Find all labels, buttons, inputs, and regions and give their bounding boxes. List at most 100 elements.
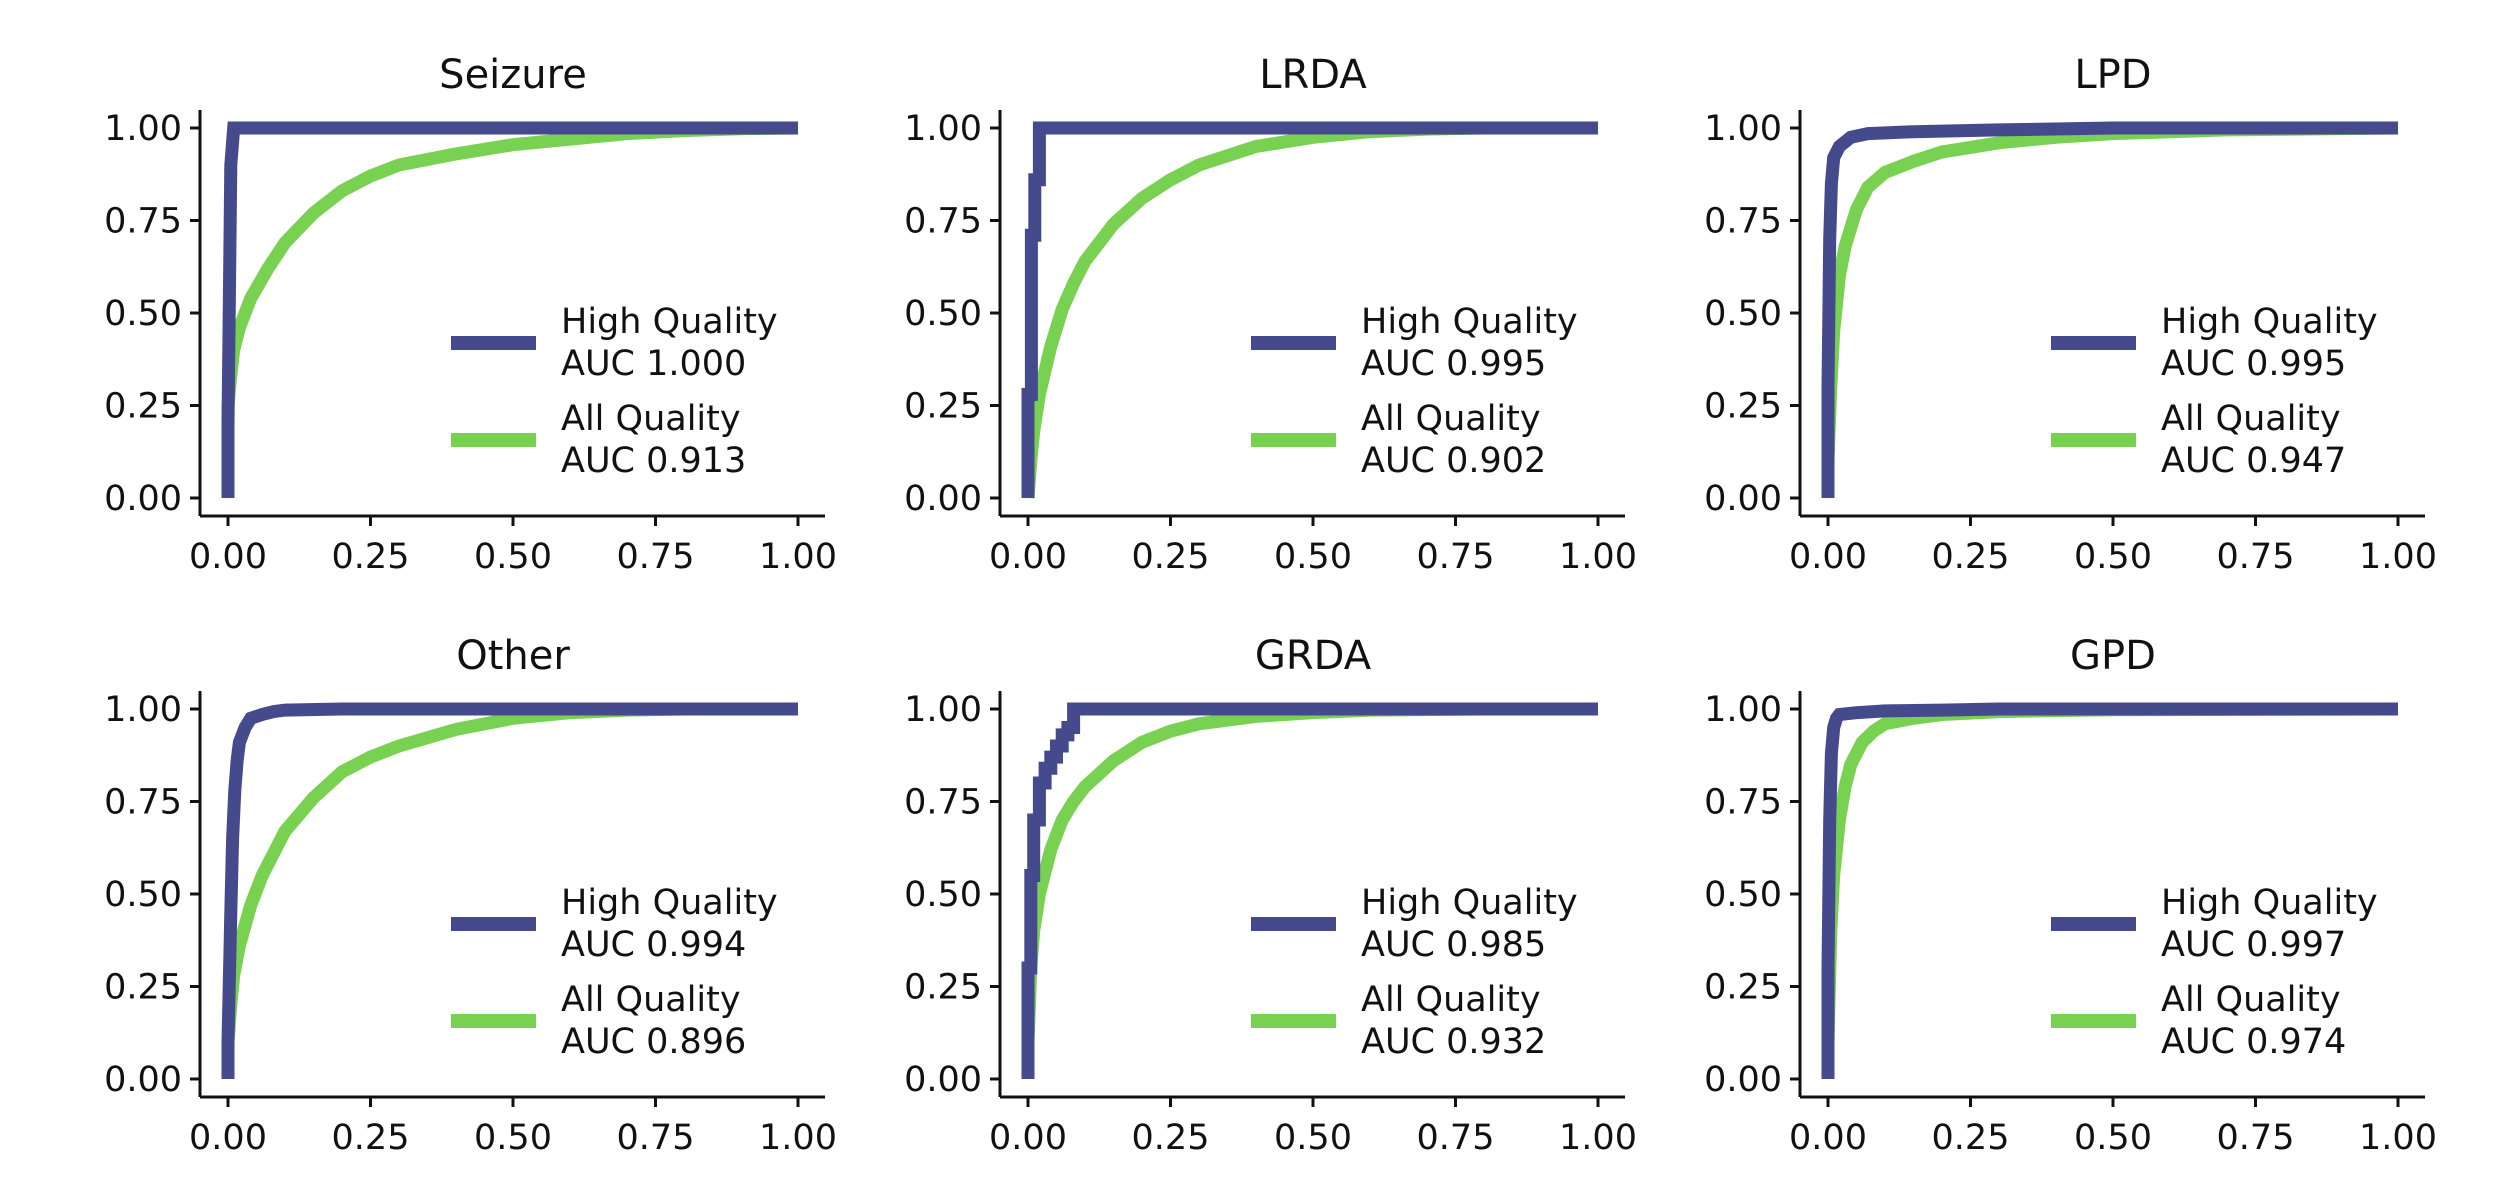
x-tick-label: 0.00: [1789, 1118, 1867, 1158]
legend-auc-value: AUC 0.995: [1361, 344, 1546, 384]
y-tick-label: 1.00: [1704, 109, 1782, 149]
y-tick-label: 0.25: [104, 968, 182, 1008]
x-tick-label: 1.00: [1559, 537, 1637, 577]
y-tick-label: 0.75: [1704, 202, 1782, 242]
legend-auc-value: AUC 0.902: [1361, 441, 1546, 481]
y-tick-label: 0.50: [904, 875, 982, 915]
x-tick-label: 0.75: [617, 537, 695, 577]
y-tick-label: 0.25: [904, 387, 982, 427]
legend-series-name: All Quality: [1361, 980, 1541, 1020]
y-tick-label: 0.00: [904, 1060, 982, 1100]
x-tick-label: 0.00: [1789, 537, 1867, 577]
x-tick-label: 0.75: [2217, 1118, 2295, 1158]
legend-auc-value: AUC 0.974: [2161, 1022, 2346, 1062]
x-tick-label: 0.75: [1417, 1118, 1495, 1158]
x-tick-label: 0.50: [474, 1118, 552, 1158]
y-tick-label: 0.25: [1704, 387, 1782, 427]
y-tick-label: 0.50: [1704, 294, 1782, 334]
x-tick-label: 0.75: [617, 1118, 695, 1158]
y-tick-label: 0.00: [104, 1060, 182, 1100]
subplot-title: GPD: [2070, 633, 2156, 679]
legend-auc-value: AUC 0.985: [1361, 925, 1546, 965]
legend-series-name: All Quality: [561, 399, 741, 439]
subplot-lpd: LPD 0.00 0.25 0.50 0.75 1.00 0.00 0.25 0.50 0.75 1…: [1704, 52, 2437, 577]
x-tick-label: 1.00: [1559, 1118, 1637, 1158]
roc-curve-high-quality: [1021, 121, 1598, 498]
x-tick-label: 0.25: [1132, 1118, 1210, 1158]
legend-series-name: High Quality: [561, 883, 778, 923]
roc-curve-high-quality: [1821, 702, 2398, 1079]
x-tick-label: 0.75: [2217, 537, 2295, 577]
y-tick-label: 0.25: [104, 387, 182, 427]
x-tick-label: 0.25: [332, 1118, 410, 1158]
legend-auc-value: AUC 0.994: [561, 925, 746, 965]
y-tick-label: 0.50: [1704, 875, 1782, 915]
x-tick-label: 0.25: [1132, 537, 1210, 577]
legend-series-name: High Quality: [2161, 302, 2378, 342]
legend-auc-value: AUC 0.947: [2161, 441, 2346, 481]
roc-curve-high-quality: [1821, 121, 2398, 498]
subplot-grda: GRDA 0.00 0.25 0.50 0.75 1.00 0.00 0.25 0.50 0.75…: [904, 633, 1637, 1158]
legend-series-name: All Quality: [2161, 399, 2341, 439]
y-tick-label: 1.00: [904, 109, 982, 149]
x-tick-label: 0.25: [1932, 537, 2010, 577]
legend-series-name: All Quality: [561, 980, 741, 1020]
y-tick-label: 0.00: [1704, 479, 1782, 519]
subplot-title: GRDA: [1255, 633, 1372, 679]
subplot-title: Seizure: [439, 52, 587, 98]
x-tick-label: 0.00: [189, 537, 267, 577]
y-tick-label: 0.50: [104, 875, 182, 915]
roc-curve-high-quality: [221, 702, 798, 1079]
subplot-title: LRDA: [1259, 52, 1367, 98]
x-tick-label: 0.50: [1274, 537, 1352, 577]
y-tick-label: 1.00: [1704, 690, 1782, 730]
roc-curve-high-quality: [221, 121, 798, 498]
y-tick-label: 0.75: [104, 202, 182, 242]
legend-series-name: All Quality: [2161, 980, 2341, 1020]
x-tick-label: 0.00: [189, 1118, 267, 1158]
y-tick-label: 0.75: [904, 783, 982, 823]
subplot-other: Other 0.00 0.25 0.50 0.75 1.00 0.00 0.25 0.50 0.7…: [104, 633, 837, 1158]
legend-series-name: High Quality: [561, 302, 778, 342]
roc-curve-high-quality: [1021, 702, 1598, 1079]
y-tick-label: 0.50: [104, 294, 182, 334]
y-tick-label: 0.75: [1704, 783, 1782, 823]
subplot-gpd: GPD 0.00 0.25 0.50 0.75 1.00 0.00 0.25 0.50 0.75 1…: [1704, 633, 2437, 1158]
x-tick-label: 1.00: [2359, 537, 2437, 577]
y-tick-label: 1.00: [104, 109, 182, 149]
x-tick-label: 0.25: [332, 537, 410, 577]
x-tick-label: 0.50: [1274, 1118, 1352, 1158]
legend-auc-value: AUC 0.995: [2161, 344, 2346, 384]
subplot-title: Other: [456, 633, 570, 679]
x-tick-label: 0.25: [1932, 1118, 2010, 1158]
legend-auc-value: AUC 1.000: [561, 344, 746, 384]
x-tick-label: 1.00: [2359, 1118, 2437, 1158]
legend-series-name: High Quality: [1361, 883, 1578, 923]
legend-auc-value: AUC 0.932: [1361, 1022, 1546, 1062]
x-tick-label: 0.50: [2074, 1118, 2152, 1158]
legend-series-name: High Quality: [1361, 302, 1578, 342]
y-tick-label: 0.25: [1704, 968, 1782, 1008]
x-tick-label: 0.50: [2074, 537, 2152, 577]
subplot-seizure: Seizure 0.00 0.25 0.50 0.75 1.00 0.00 0.25 0.50 0…: [104, 52, 837, 577]
y-tick-label: 0.75: [104, 783, 182, 823]
x-tick-label: 1.00: [759, 537, 837, 577]
x-tick-label: 0.00: [989, 537, 1067, 577]
subplot-title: LPD: [2074, 52, 2151, 98]
legend-auc-value: AUC 0.896: [561, 1022, 746, 1062]
y-tick-label: 0.00: [104, 479, 182, 519]
y-tick-label: 0.00: [904, 479, 982, 519]
subplot-lrda: LRDA 0.00 0.25 0.50 0.75 1.00 0.00 0.25 0.50 0.75…: [904, 52, 1637, 577]
y-tick-label: 1.00: [104, 690, 182, 730]
x-tick-label: 0.00: [989, 1118, 1067, 1158]
legend-auc-value: AUC 0.913: [561, 441, 746, 481]
y-tick-label: 0.25: [904, 968, 982, 1008]
legend-auc-value: AUC 0.997: [2161, 925, 2346, 965]
legend-series-name: All Quality: [1361, 399, 1541, 439]
x-tick-label: 0.50: [474, 537, 552, 577]
y-tick-label: 0.00: [1704, 1060, 1782, 1100]
legend-series-name: High Quality: [2161, 883, 2378, 923]
y-tick-label: 0.50: [904, 294, 982, 334]
x-tick-label: 0.75: [1417, 537, 1495, 577]
